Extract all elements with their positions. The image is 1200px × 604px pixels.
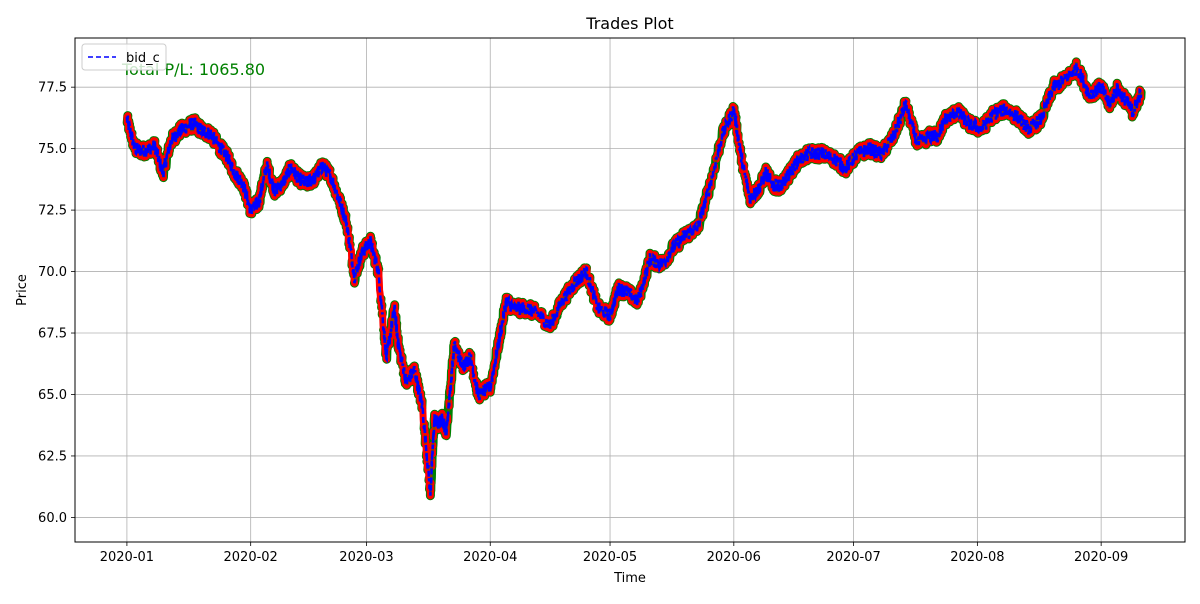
x-tick-label: 2020-04 xyxy=(463,550,517,565)
series-line-bid_c xyxy=(125,61,1143,496)
y-tick-label: 77.5 xyxy=(38,81,67,96)
y-tick-label: 67.5 xyxy=(38,327,67,342)
y-tick-label: 65.0 xyxy=(38,388,67,403)
x-axis-ticks: 2020-01 2020-02 2020-03 2020-04 2020-05 2020-… xyxy=(100,542,1128,565)
y-tick-label: 62.5 xyxy=(38,449,67,464)
x-tick-label: 2020-07 xyxy=(826,550,880,565)
x-tick-label: 2020-08 xyxy=(950,550,1004,565)
y-axis-label: Price xyxy=(15,274,30,306)
x-tick-label: 2020-03 xyxy=(339,550,393,565)
x-axis-label: Time xyxy=(613,571,646,586)
x-tick-label: 2020-01 xyxy=(100,550,154,565)
y-axis-ticks: 60.0 62.5 65.0 67.5 70.0 72.5 75.0 77.5 xyxy=(38,81,75,526)
y-tick-label: 72.5 xyxy=(38,204,67,219)
y-tick-label: 70.0 xyxy=(38,265,67,280)
y-tick-label: 60.0 xyxy=(38,511,67,526)
x-tick-label: 2020-09 xyxy=(1074,550,1128,565)
chart-title: Trades Plot xyxy=(585,14,673,33)
series-lines xyxy=(125,61,1143,496)
plot-area xyxy=(122,57,1146,501)
legend: bid_c xyxy=(81,43,167,71)
legend-label: bid_c xyxy=(126,51,160,66)
axes-frame xyxy=(74,37,1186,543)
x-tick-label: 2020-02 xyxy=(224,550,278,565)
x-tick-label: 2020-05 xyxy=(583,550,637,565)
x-tick-label: 2020-06 xyxy=(707,550,761,565)
y-tick-label: 75.0 xyxy=(38,142,67,157)
legend-box xyxy=(81,43,167,71)
